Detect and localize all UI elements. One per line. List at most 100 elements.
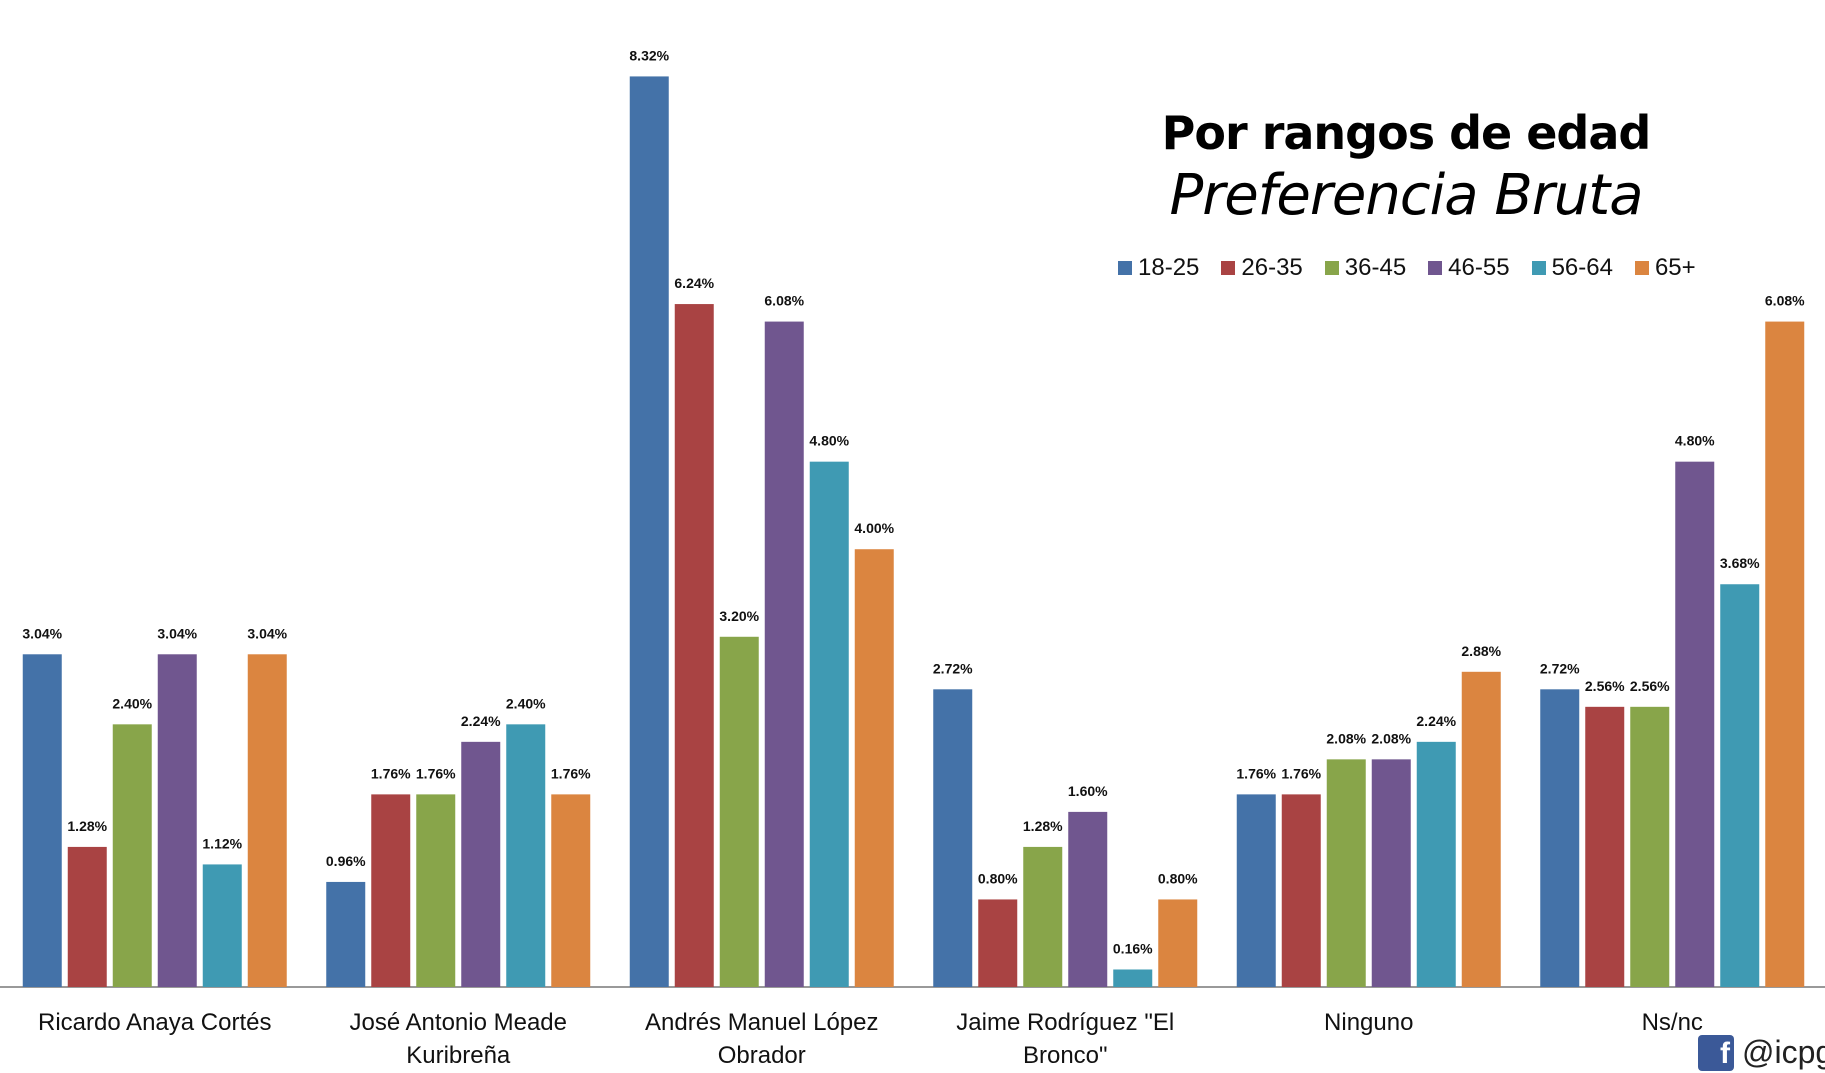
bar bbox=[371, 794, 411, 987]
bar bbox=[1236, 794, 1276, 987]
legend-item: 26-35 bbox=[1221, 254, 1303, 282]
bar bbox=[978, 899, 1018, 987]
bar bbox=[247, 654, 287, 987]
data-label: 1.60% bbox=[1068, 783, 1108, 799]
legend-label: 46-55 bbox=[1448, 254, 1510, 281]
bar bbox=[719, 636, 759, 987]
bar bbox=[22, 654, 62, 987]
data-label: 3.04% bbox=[247, 625, 287, 641]
data-label: 2.56% bbox=[1585, 678, 1625, 694]
bar bbox=[1675, 461, 1715, 988]
legend-label: 56-64 bbox=[1551, 254, 1613, 281]
bar bbox=[461, 741, 501, 987]
bar bbox=[1068, 811, 1108, 987]
bar bbox=[1765, 321, 1805, 988]
legend-item: 18-25 bbox=[1118, 254, 1199, 282]
bar bbox=[416, 794, 456, 987]
bar bbox=[112, 724, 152, 987]
legend-swatch bbox=[1221, 261, 1236, 275]
bar bbox=[854, 549, 894, 987]
bar bbox=[933, 689, 973, 987]
data-label: 1.76% bbox=[1281, 765, 1321, 781]
data-label: 1.28% bbox=[67, 818, 107, 834]
data-label: 3.68% bbox=[1720, 555, 1760, 571]
legend-label: 65+ bbox=[1654, 254, 1696, 281]
data-label: 1.28% bbox=[1023, 818, 1063, 834]
bar bbox=[1158, 899, 1198, 987]
data-label: 6.08% bbox=[1765, 293, 1805, 309]
bar bbox=[1416, 741, 1456, 987]
x-tick-label: Ricardo Anaya Cortés bbox=[38, 1009, 272, 1036]
bar bbox=[1113, 969, 1153, 987]
legend-swatch bbox=[1118, 261, 1132, 275]
bar bbox=[1585, 706, 1625, 987]
legend-label: 36-45 bbox=[1344, 254, 1407, 281]
bar bbox=[202, 864, 242, 987]
data-label: 4.80% bbox=[1675, 433, 1715, 449]
bar bbox=[506, 724, 546, 987]
data-label: 0.80% bbox=[1158, 870, 1198, 886]
footer-text: @icpga bbox=[1742, 1034, 1825, 1070]
chart-title: Por rangos de edad bbox=[1161, 106, 1652, 160]
legend-swatch bbox=[1324, 261, 1339, 275]
legend-label: 26-35 bbox=[1241, 254, 1303, 281]
legend-item: 46-55 bbox=[1428, 254, 1510, 282]
bar bbox=[157, 654, 197, 987]
data-label: 4.80% bbox=[809, 433, 849, 449]
bar bbox=[326, 881, 366, 987]
legend: 18-25 26-35 36-45 46-55 56-64 65+ bbox=[1118, 254, 1696, 282]
data-label: 3.04% bbox=[22, 625, 62, 641]
data-label: 2.72% bbox=[1540, 660, 1580, 676]
data-label: 2.40% bbox=[112, 695, 152, 711]
data-label: 4.00% bbox=[854, 520, 894, 536]
data-label: 2.40% bbox=[506, 695, 546, 711]
legend-swatch bbox=[1531, 261, 1546, 275]
data-label: 8.32% bbox=[629, 47, 669, 63]
bar bbox=[1540, 689, 1580, 987]
data-label: 2.08% bbox=[1371, 730, 1411, 746]
data-label: 2.24% bbox=[461, 713, 501, 729]
bar bbox=[1461, 671, 1501, 987]
x-tick-label: Ns/nc bbox=[1641, 1009, 1703, 1036]
x-tick-label: José Antonio Meade Kuribreña bbox=[349, 1009, 568, 1069]
data-label: 0.16% bbox=[1113, 940, 1153, 956]
data-label: 2.08% bbox=[1326, 730, 1366, 746]
bar bbox=[1281, 794, 1321, 987]
bar bbox=[1720, 584, 1760, 987]
data-label: 1.76% bbox=[371, 765, 411, 781]
data-label: 3.04% bbox=[157, 625, 197, 641]
data-label: 3.20% bbox=[719, 608, 759, 624]
bar bbox=[674, 304, 714, 988]
data-label: 6.08% bbox=[764, 293, 804, 309]
data-label: 1.76% bbox=[1236, 765, 1276, 781]
legend-item: 36-45 bbox=[1324, 254, 1407, 282]
facebook-icon: f bbox=[1698, 1034, 1734, 1071]
x-tick-label: Andrés Manuel López Obrador bbox=[645, 1009, 879, 1069]
legend-item: 56-64 bbox=[1531, 254, 1613, 282]
x-tick-label: Jaime Rodríguez "El Bronco" bbox=[956, 1009, 1175, 1069]
data-label: 1.12% bbox=[202, 835, 242, 851]
legend-label: 18-25 bbox=[1138, 254, 1200, 281]
chart-subtitle: Preferencia Bruta bbox=[1169, 163, 1643, 228]
data-label: 2.56% bbox=[1630, 678, 1670, 694]
bar bbox=[629, 76, 669, 987]
bar bbox=[1326, 759, 1366, 987]
bar bbox=[809, 461, 849, 988]
bar bbox=[1630, 706, 1670, 987]
bar bbox=[1371, 759, 1411, 987]
data-label: 2.88% bbox=[1461, 643, 1501, 659]
data-label: 0.96% bbox=[326, 853, 366, 869]
data-label: 2.24% bbox=[1416, 713, 1456, 729]
bar bbox=[1023, 846, 1063, 987]
data-label: 0.80% bbox=[978, 870, 1018, 886]
data-label: 6.24% bbox=[674, 275, 714, 291]
data-label: 2.72% bbox=[933, 660, 973, 676]
data-label: 1.76% bbox=[416, 765, 456, 781]
data-label: 1.76% bbox=[551, 765, 591, 781]
legend-swatch bbox=[1634, 261, 1649, 275]
x-tick-label: Ninguno bbox=[1324, 1009, 1414, 1036]
bar bbox=[551, 794, 591, 987]
footer: f @icpga bbox=[1698, 1034, 1825, 1071]
